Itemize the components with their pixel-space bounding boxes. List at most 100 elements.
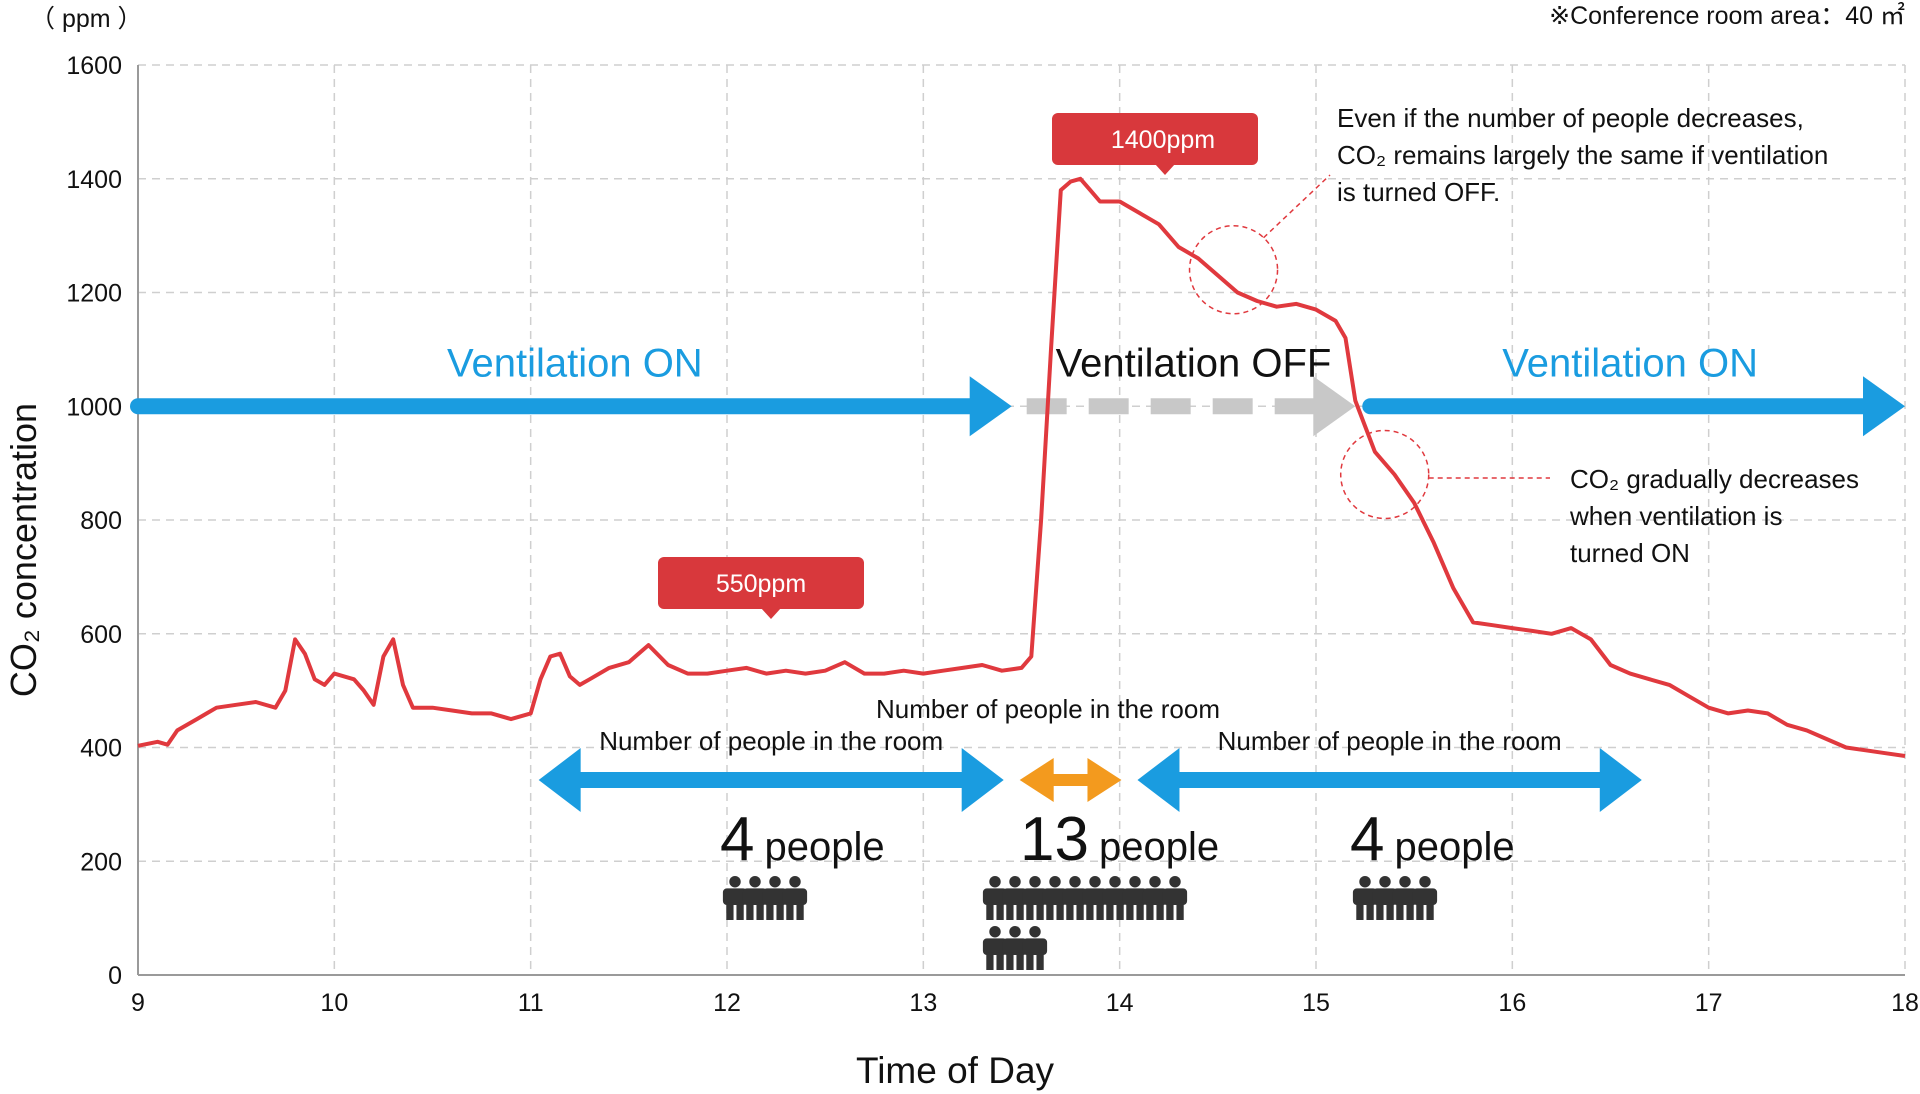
occupancy-label: Number of people in the room [876,694,1220,724]
occupancy-count: 4 people [1350,805,1515,874]
badge-box [1052,113,1258,165]
person-head [1069,876,1081,888]
annotation-text: CO₂ remains largely the same if ventilat… [1337,140,1828,170]
person-head [1399,876,1411,888]
count-unit: people [764,825,884,869]
person-leg [1086,902,1094,920]
person-body [1372,888,1398,906]
person-body [1002,888,1028,906]
occupancy-arrow-head [961,748,1004,812]
person-head [1029,926,1041,938]
person-head [769,876,781,888]
person-head [729,876,741,888]
person-leg [1106,902,1114,920]
person-head [1029,876,1041,888]
person-leg [1006,902,1014,920]
person-body [1142,888,1168,906]
person-icon [1102,876,1128,920]
person-body [1352,888,1378,906]
person-head [1379,876,1391,888]
person-leg [1096,902,1104,920]
person-head [749,876,761,888]
person-leg [756,902,764,920]
occupancy-arrow-head [1087,758,1122,802]
occupancy-label: Number of people in the room [1218,726,1562,756]
person-head [1359,876,1371,888]
person-leg [1066,902,1074,920]
grid [138,64,1906,975]
co2-series-line [137,176,1906,758]
badge-pointer [761,608,781,619]
annotation-text: is turned OFF. [1337,177,1500,207]
person-leg [776,902,784,920]
y-tick-label: 1400 [66,166,122,194]
person-head [1169,876,1181,888]
annotation-circle [1188,225,1279,315]
annotation-circle [1339,429,1430,520]
person-head [1009,926,1021,938]
person-body [982,888,1008,906]
y-tick-label: 1000 [66,393,122,421]
y-tick-label: 1200 [66,280,122,308]
y-tick-label: 400 [80,735,122,763]
person-body [782,888,808,906]
person-icon [1042,876,1068,920]
person-body [1082,888,1108,906]
person-leg [1046,902,1054,920]
person-icon [1162,876,1188,920]
person-leg [1126,902,1134,920]
annotation-text: CO₂ gradually decreases [1570,464,1859,494]
x-tick-label: 14 [1106,989,1134,1017]
person-leg [1036,902,1044,920]
occupancy-arrow-head [1599,748,1642,812]
x-axis-label: Time of Day [856,1050,1055,1091]
annotations: Even if the number of people decreases, C… [1188,103,1859,568]
ventilation-arrow-head [1863,376,1905,437]
person-head [1109,876,1121,888]
y-tick-label: 1600 [66,52,122,80]
ventilation-bands: Ventilation ON Ventilation OFF Ventilation… [130,341,1905,437]
person-icon [742,876,768,920]
person-body [742,888,768,906]
person-icon [1372,876,1398,920]
person-leg [1116,902,1124,920]
person-leg [986,902,994,920]
person-leg [1406,902,1414,920]
person-head [1009,876,1021,888]
person-icon [982,876,1008,920]
person-body [1122,888,1148,906]
count-number: 4 [720,805,754,874]
person-leg [1136,902,1144,920]
person-leg [766,902,774,920]
ventilation-arrow-head [1313,376,1356,437]
ventilation-label: Ventilation OFF [1056,341,1332,385]
person-leg [1016,902,1024,920]
person-body [1392,888,1418,906]
person-body [762,888,788,906]
person-icon [1022,876,1048,920]
ventilation-arrow-head [969,376,1012,437]
annotation-text: turned ON [1570,538,1690,568]
person-head [989,876,1001,888]
axes: 0 200 400 600 800 1000 1200 1400 1600 9 10 11 12 13 14… [66,52,1919,1017]
person-leg [986,952,994,970]
count-unit: people [1099,825,1219,869]
person-leg [1076,902,1084,920]
person-body [1022,938,1048,956]
occupancy-arrow-head [538,748,581,812]
occupancy-label: Number of people in the room [599,726,943,756]
person-head [789,876,801,888]
person-body [1022,888,1048,906]
person-leg [996,902,1004,920]
person-leg [1026,952,1034,970]
person-head [1089,876,1101,888]
x-tick-label: 17 [1695,989,1723,1017]
person-head [1129,876,1141,888]
person-icon [1002,926,1028,970]
person-body [1042,888,1068,906]
person-body [1412,888,1438,906]
person-leg [1156,902,1164,920]
person-body [1102,888,1128,906]
